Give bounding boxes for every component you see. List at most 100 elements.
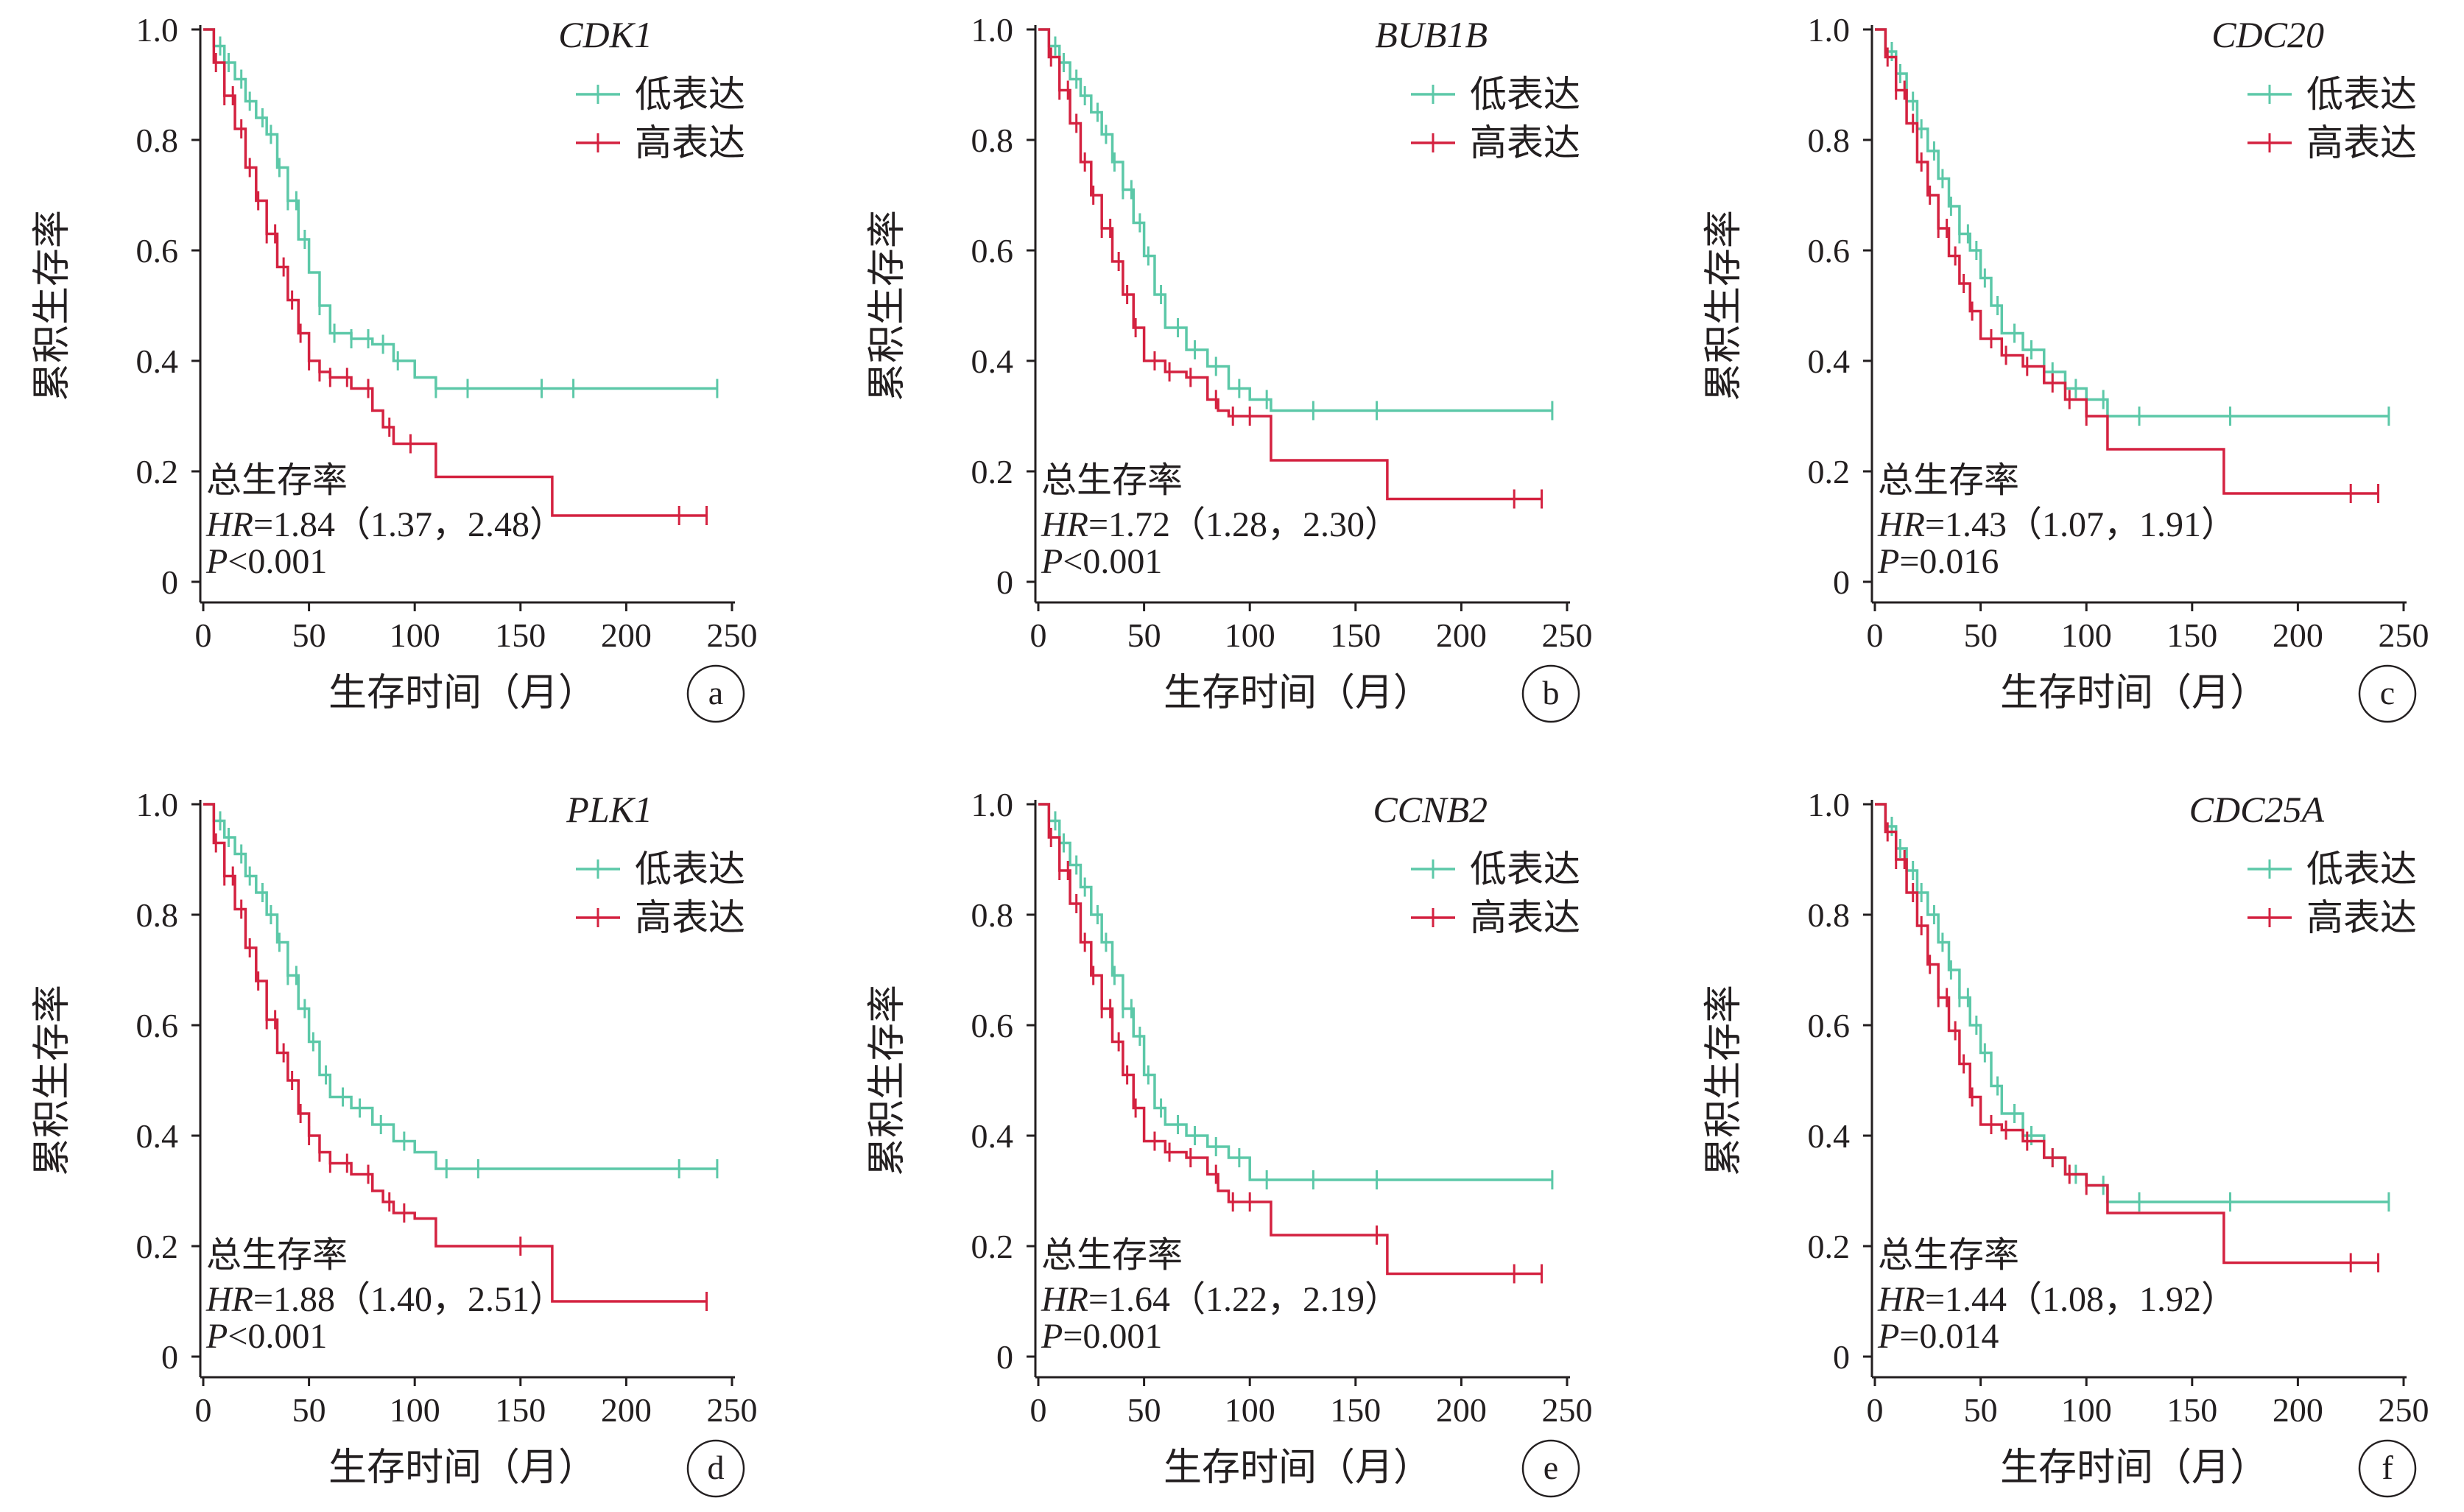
hazard-ratio: HR=1.72（1.28，2.30） — [1041, 505, 1400, 544]
y-tick-label: 0 — [161, 563, 178, 601]
stat-title: 总生存率 — [206, 1236, 348, 1275]
p-value: P=0.014 — [1877, 1317, 1999, 1356]
panel-f: 0 0.2 0.4 0.6 0.8 1.0 0 50 100 150 200 250 累积生存率生存时间… — [1703, 786, 2429, 1497]
y-tick-label: 0.2 — [136, 1228, 179, 1265]
y-tick-label: 1.0 — [971, 786, 1014, 823]
x-tick-label: 200 — [2273, 1391, 2323, 1429]
y-tick-label: 0.2 — [971, 453, 1014, 490]
p-value: P<0.001 — [205, 542, 327, 581]
x-axis-title: 生存时间（月） — [1164, 672, 1432, 714]
p-value-label: P — [1041, 1317, 1063, 1356]
legend-label-high: 高表达 — [1470, 122, 1580, 163]
x-tick-label: 150 — [495, 616, 546, 654]
p-value-label: P — [1041, 542, 1063, 581]
y-axis-title: 累积生存率 — [1703, 210, 1745, 401]
panel-c: 00.20.40.60.81.00 50 100 150 200 250累积生存率生存时间… — [1703, 11, 2429, 722]
y-axis-title: 累积生存率 — [867, 985, 909, 1176]
x-axis-title: 生存时间（月） — [328, 672, 596, 714]
series-high — [1038, 29, 1542, 509]
x-tick-label: 150 — [1330, 1391, 1381, 1429]
y-tick-label: 0 — [996, 563, 1013, 601]
legend-label-low: 低表达 — [1470, 74, 1580, 115]
x-tick-label: 50 — [1127, 616, 1161, 654]
p-value-text: =0.001 — [1063, 1317, 1162, 1356]
hazard-ratio: HR=1.43（1.07，1.91） — [1877, 505, 2236, 544]
panel-e: 0 0.2 0.4 0.6 0.8 1.0 0 50 100 150 200 250 累积生存率生存时间… — [867, 786, 1593, 1497]
hazard-ratio-value: =1.84（1.37，2.48） — [253, 505, 565, 544]
x-tick-label: 200 — [601, 1391, 652, 1429]
hazard-ratio: HR=1.44（1.08，1.92） — [1877, 1280, 2236, 1319]
gene-name: PLK1 — [566, 789, 652, 830]
stat-title: 总生存率 — [1878, 461, 2019, 500]
y-tick-label: 0.8 — [136, 122, 179, 159]
y-tick-label: 0.6 — [136, 1007, 179, 1044]
y-axis-title: 累积生存率 — [1703, 985, 1745, 1176]
y-tick-label: 1.0 — [971, 11, 1014, 49]
y-tick-label: 0.4 — [136, 342, 179, 380]
y-tick-label: 0.8 — [971, 122, 1014, 159]
legend-label-high: 高表达 — [1470, 897, 1580, 938]
gene-name: CDK1 — [558, 14, 652, 55]
x-tick-label: 150 — [2166, 1391, 2217, 1429]
y-tick-label: 1.0 — [136, 786, 179, 823]
hazard-ratio-value: =1.44（1.08，1.92） — [1925, 1280, 2236, 1319]
y-tick-label: 0.2 — [136, 453, 179, 490]
y-axis-title: 累积生存率 — [32, 985, 74, 1176]
legend-label-low: 低表达 — [635, 74, 745, 115]
hazard-ratio: HR=1.64（1.22，2.19） — [1041, 1280, 1400, 1319]
series-high — [1875, 29, 2379, 503]
x-tick-label: 0 — [1030, 616, 1047, 654]
panel-letter: e — [1543, 1449, 1558, 1486]
hazard-ratio-label: HR — [1041, 1280, 1088, 1319]
x-tick-label: 100 — [1225, 616, 1275, 654]
x-tick-label: 250 — [707, 616, 758, 654]
x-axis-title: 生存时间（月） — [2000, 672, 2268, 714]
x-tick-label: 0 — [1867, 1391, 1884, 1429]
legend: 低表达高表达 — [2247, 74, 2417, 163]
hazard-ratio-label: HR — [1877, 505, 1925, 544]
p-value-text: <0.001 — [1063, 542, 1162, 581]
x-tick-label: 100 — [1225, 1391, 1275, 1429]
survival-curve-high — [203, 29, 707, 516]
x-tick-label: 150 — [1330, 616, 1381, 654]
p-value-text: <0.001 — [228, 542, 327, 581]
y-tick-label: 0 — [1833, 563, 1850, 601]
y-tick-label: 1.0 — [1808, 786, 1851, 823]
series-high — [203, 29, 707, 525]
p-value-text: =0.014 — [1899, 1317, 1999, 1356]
hazard-ratio-value: =1.88（1.40，2.51） — [253, 1280, 565, 1319]
hazard-ratio-value: =1.64（1.22，2.19） — [1088, 1280, 1400, 1319]
y-tick-label: 0.8 — [1808, 896, 1851, 934]
survival-curve-high — [1875, 804, 2379, 1263]
p-value-text: =0.016 — [1899, 542, 1999, 581]
x-tick-label: 200 — [2273, 616, 2323, 654]
legend-label-high: 高表达 — [2306, 122, 2417, 163]
legend-label-low: 低表达 — [2306, 848, 2417, 890]
gene-name: BUB1B — [1375, 14, 1488, 55]
y-tick-label: 0.8 — [971, 896, 1014, 934]
x-tick-label: 250 — [1542, 616, 1593, 654]
x-tick-label: 50 — [1964, 616, 1998, 654]
x-tick-label: 250 — [707, 1391, 758, 1429]
stat-title: 总生存率 — [206, 461, 348, 500]
survival-figure: 00.20.40.60.81.00 50 100 150 200 250累积生存率生存时间… — [0, 0, 2464, 1512]
legend-label-high: 高表达 — [635, 897, 745, 938]
p-value-label: P — [205, 542, 228, 581]
y-tick-label: 0 — [1833, 1338, 1850, 1376]
hazard-ratio-label: HR — [205, 505, 253, 544]
x-tick-label: 150 — [495, 1391, 546, 1429]
p-value-text: <0.001 — [228, 1317, 327, 1356]
y-tick-label: 0.6 — [971, 232, 1014, 270]
x-tick-label: 50 — [292, 616, 326, 654]
x-tick-label: 100 — [2061, 1391, 2112, 1429]
x-tick-label: 250 — [2379, 1391, 2429, 1429]
panel-letter: a — [708, 674, 723, 711]
y-tick-label: 0.2 — [1808, 453, 1851, 490]
x-tick-label: 100 — [390, 1391, 440, 1429]
y-tick-label: 0.6 — [136, 232, 179, 270]
y-tick-label: 0 — [161, 1338, 178, 1376]
x-tick-label: 250 — [1542, 1391, 1593, 1429]
y-tick-label: 0.8 — [136, 896, 179, 934]
